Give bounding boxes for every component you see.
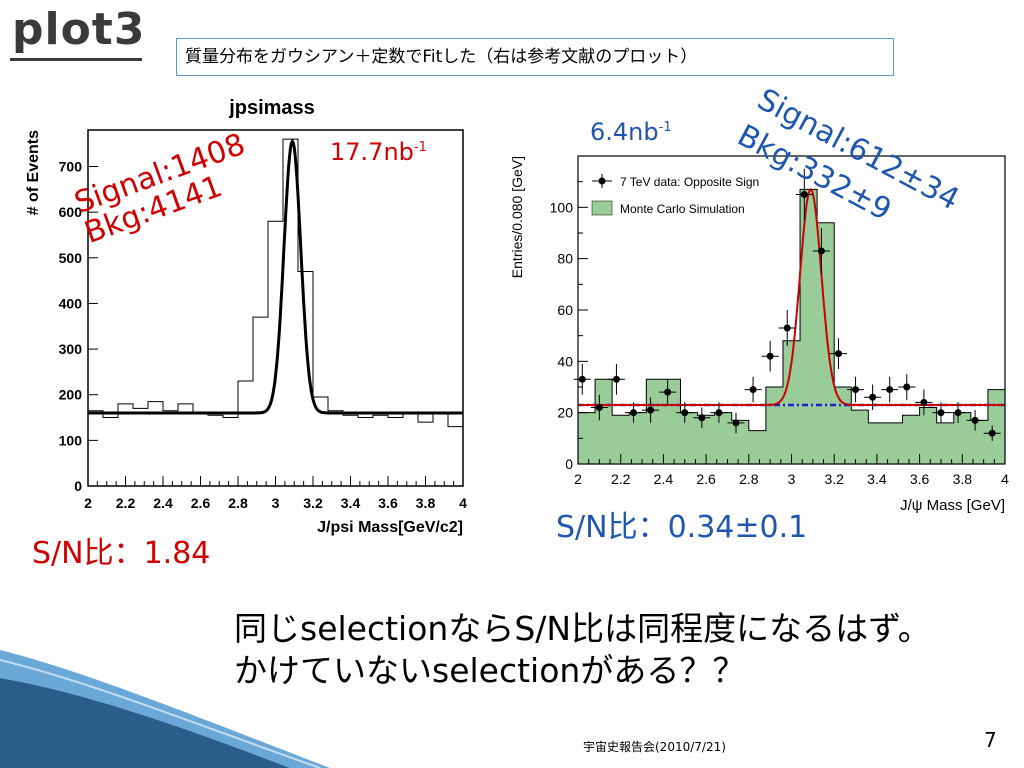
right-y-tick-label: 40: [557, 353, 573, 369]
right-x-tick-label: 2.8: [739, 471, 759, 487]
left-x-tick-label: 3.2: [303, 495, 323, 511]
left-fit-curve: [88, 138, 463, 415]
conclusion-line-1: 同じselectionならS/N比は同程度になるはず。: [234, 609, 931, 648]
right-histogram-chart: 2 2.2 2.4 2.6 2.8 3 3.2 3.4 3.6 3.8 40204060801007…: [509, 155, 1009, 514]
left-histogram-chart: 2 2.2 2.4 2.6 2.8 3 3.2 3.4 3.6 3.8 4 0 100 200 300 400…: [25, 97, 467, 536]
right-data-point: [698, 414, 706, 422]
right-data-point: [595, 404, 603, 412]
legend-mc-swatch: [591, 200, 613, 216]
right-y-tick-label: 60: [557, 302, 573, 318]
right-data-point: [578, 375, 586, 383]
right-x-tick-label: 2.4: [654, 471, 674, 487]
left-y-tick-label: 0: [74, 478, 82, 494]
right-x-axis-label: J/ψ Mass [GeV]: [900, 497, 1005, 514]
right-x-tick-label: 4: [1001, 471, 1009, 487]
right-data-point: [903, 383, 911, 391]
left-x-tick-label: 3.4: [341, 495, 361, 511]
left-y-tick-label: 100: [59, 432, 83, 448]
right-data-point: [783, 324, 791, 332]
page-number: 7: [984, 728, 997, 752]
right-luminosity: 6.4nb-1: [590, 118, 672, 146]
right-y-tick-label: 20: [557, 405, 573, 421]
left-plot-frame: [87, 129, 464, 487]
left-y-tick-label: 400: [59, 295, 83, 311]
right-data-point: [766, 352, 774, 360]
decorative-swoosh: [0, 650, 330, 768]
left-y-tick-label: 200: [59, 387, 83, 403]
slide-title: plot3: [12, 4, 146, 55]
left-x-tick-label: 2: [84, 495, 92, 511]
left-x-tick-label: 3: [272, 495, 280, 511]
left-x-tick-label: 2.6: [191, 495, 211, 511]
right-x-tick-label: 3.2: [824, 471, 844, 487]
right-x-tick-label: 2.6: [696, 471, 716, 487]
left-x-tick-label: 3.6: [378, 495, 398, 511]
right-sn-ratio: S/N比：0.34±0.1: [556, 510, 808, 545]
left-x-tick-label: 4: [459, 495, 467, 511]
right-data-point: [834, 350, 842, 358]
caption-box: 質量分布をガウシアン＋定数でFitした（右は参考文献のプロット）: [176, 38, 894, 76]
right-data-point: [800, 191, 808, 198]
right-data-point: [988, 429, 996, 437]
right-y-tick-label: 0: [565, 456, 573, 472]
left-x-tick-label: 2.2: [116, 495, 136, 511]
left-y-tick-label: 700: [59, 159, 83, 175]
right-data-point: [681, 409, 689, 417]
left-histogram-series: [88, 138, 463, 428]
legend-data-marker: [598, 177, 606, 185]
right-data-point: [817, 247, 825, 255]
left-x-tick-label: 2.8: [228, 495, 248, 511]
legend-data-label: 7 TeV data: Opposite Sign: [620, 175, 759, 189]
right-data-point: [664, 388, 672, 396]
right-data-point: [954, 409, 962, 417]
right-data-point: [852, 386, 860, 394]
right-data-point: [630, 409, 638, 417]
right-data-point: [749, 386, 757, 394]
right-x-tick-label: 3.6: [910, 471, 930, 487]
right-data-point: [869, 393, 877, 401]
right-mc-histogram: [577, 188, 1006, 465]
right-data-point: [937, 409, 945, 417]
conclusion-line-2: かけていないselectionがある？？: [234, 651, 746, 690]
left-x-tick-label: 2.4: [153, 495, 173, 511]
right-data-point: [732, 419, 740, 427]
left-x-tick-label: 3.8: [416, 495, 436, 511]
left-chart-title: jpsimass: [228, 97, 315, 119]
right-data-point: [612, 375, 620, 383]
left-sn-ratio: S/N比：1.84: [32, 536, 211, 571]
right-data-point: [971, 416, 979, 424]
right-x-tick-label: 3.8: [953, 471, 973, 487]
conclusion-text: 同じselectionならS/N比は同程度になるはず。 かけていないselect…: [234, 608, 931, 692]
legend-mc-label: Monte Carlo Simulation: [620, 202, 745, 216]
right-y-axis-label: Entries/0.080 [GeV]: [509, 156, 525, 278]
right-y-tick-label: 100: [550, 199, 574, 215]
right-x-tick-label: 3: [788, 471, 796, 487]
left-x-axis-label: J/psi Mass[GeV/c2]: [317, 519, 463, 536]
right-data-point: [647, 406, 655, 414]
right-data-point: [886, 386, 894, 394]
left-y-tick-label: 500: [59, 250, 83, 266]
left-y-tick-label: 600: [59, 204, 83, 220]
left-luminosity: 17.7nb-1: [330, 138, 427, 166]
title-underline: [10, 58, 142, 61]
right-data-point: [715, 409, 723, 417]
right-x-tick-label: 3.4: [867, 471, 887, 487]
right-x-tick-label: 2: [574, 471, 582, 487]
right-x-tick-label: 2.2: [611, 471, 631, 487]
right-data-point: [920, 398, 928, 406]
left-y-axis-label: # of Events: [25, 130, 42, 215]
footer-text: 宇宙史報告会(2010/7/21): [583, 740, 726, 754]
right-fit-curve: [578, 188, 1005, 406]
right-y-tick-label: 80: [557, 251, 573, 267]
left-y-tick-label: 300: [59, 341, 83, 357]
